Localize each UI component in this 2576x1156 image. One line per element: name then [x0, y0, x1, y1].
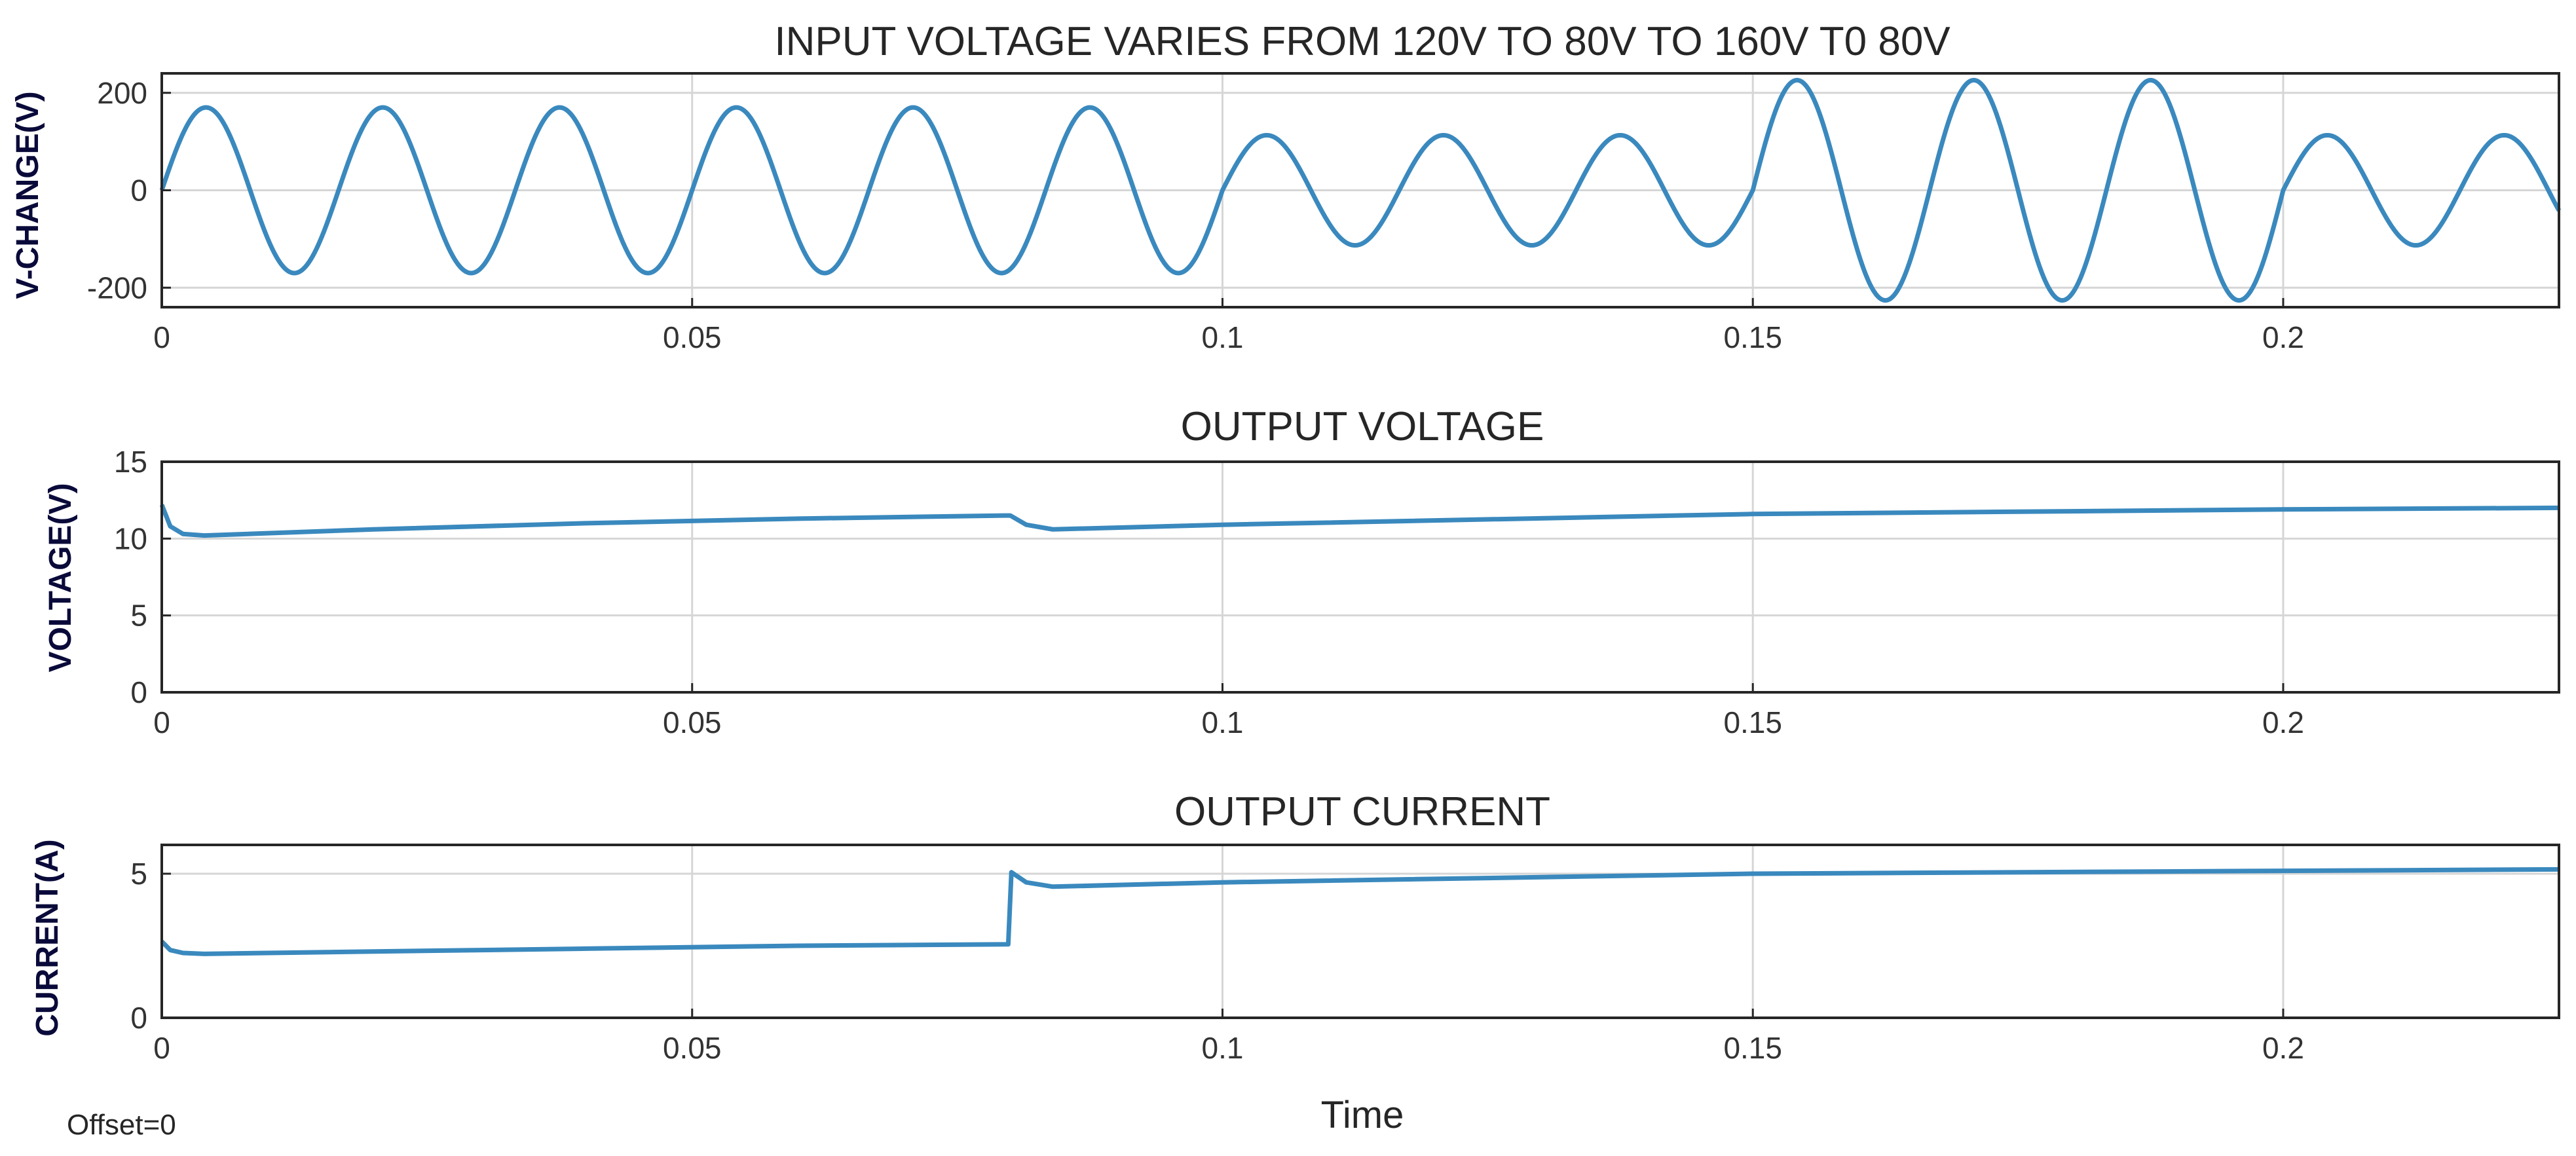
x-tick-label: 0.05: [663, 705, 722, 739]
y-tick-label: 15: [114, 445, 147, 479]
x-tick-label: 0.2: [2262, 1031, 2304, 1065]
y-tick-label: 0: [130, 174, 147, 208]
x-tick-label: 0: [153, 1031, 170, 1065]
y-axis-label: V-CHANGE(V): [10, 91, 45, 299]
offset-label: Offset=0: [67, 1109, 176, 1141]
output-current-panel: OUTPUT CURRENT CURRENT(A) 0 0.05 0.1 0.15 0.…: [30, 789, 2560, 1065]
y-axis-label: CURRENT(A): [30, 839, 65, 1036]
y-axis-label: VOLTAGE(V): [43, 483, 78, 673]
panel-title: OUTPUT CURRENT: [1174, 789, 1550, 834]
y-tick-label: 0: [130, 1001, 147, 1035]
x-tick-label: 0.15: [1723, 705, 1782, 739]
x-tick-label: 0.15: [1723, 320, 1782, 354]
x-tick-label: 0.1: [1201, 1031, 1243, 1065]
y-tick-label: 10: [114, 521, 147, 555]
x-tick-label: 0: [153, 705, 170, 739]
x-tick-label: 0.1: [1201, 320, 1243, 354]
axes-frame: [160, 460, 2560, 694]
tick-labels: 0 0.05 0.1 0.15 0.2 0 5: [130, 857, 2304, 1065]
x-tick-label: 0.15: [1723, 1031, 1782, 1065]
y-tick-label: 5: [130, 857, 147, 891]
input-voltage-line: [159, 77, 2562, 303]
y-tick-label: -200: [87, 270, 147, 305]
output-voltage-line: [159, 504, 2560, 538]
panel-title: INPUT VOLTAGE VARIES FROM 120V TO 80V TO…: [774, 19, 1951, 64]
axes-frame: [160, 844, 2560, 1019]
tick-labels: 0 0.05 0.1 0.15 0.2 0 5 10 15: [114, 445, 2304, 739]
input-voltage-panel: INPUT VOLTAGE VARIES FROM 120V TO 80V TO…: [10, 19, 2562, 354]
x-tick-label: 0.05: [663, 320, 722, 354]
output-current-line: [160, 867, 2560, 956]
x-tick-label: 0.05: [663, 1031, 722, 1065]
x-axis-label: Time: [1321, 1094, 1404, 1136]
x-tick-label: 0: [153, 320, 170, 354]
x-tick-label: 0.1: [1201, 705, 1243, 739]
y-tick-label: 200: [97, 76, 147, 110]
x-tick-label: 0.2: [2262, 705, 2304, 739]
y-tick-label: 0: [130, 675, 147, 709]
output-voltage-panel: OUTPUT VOLTAGE VOLTAGE(V) 0 0.05 0.1 0.15 0.…: [43, 404, 2560, 739]
y-tick-label: 5: [130, 599, 147, 633]
x-tick-label: 0.2: [2262, 320, 2304, 354]
panel-title: OUTPUT VOLTAGE: [1181, 404, 1544, 449]
